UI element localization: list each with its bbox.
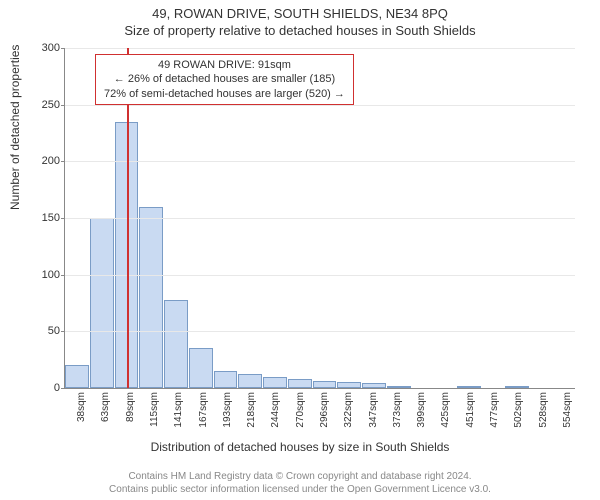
histogram-bar — [189, 348, 213, 388]
y-tick-label: 200 — [30, 155, 60, 167]
x-tick-label: 554sqm — [562, 392, 573, 432]
y-axis-label: Number of detached properties — [8, 45, 22, 210]
x-tick-label: 63sqm — [100, 392, 111, 432]
x-axis-label: Distribution of detached houses by size … — [0, 440, 600, 454]
x-tick-label: 528sqm — [538, 392, 549, 432]
x-tick-label: 89sqm — [125, 392, 136, 432]
x-tick-label: 141sqm — [173, 392, 184, 432]
histogram-bar — [362, 383, 386, 388]
x-tick-label: 399sqm — [416, 392, 427, 432]
histogram-bar — [238, 374, 262, 388]
histogram-bar — [457, 386, 481, 388]
y-tick-label: 150 — [30, 212, 60, 224]
infobox-line3: 72% of semi-detached houses are larger (… — [104, 87, 345, 101]
x-tick-label: 270sqm — [295, 392, 306, 432]
x-tick-label: 115sqm — [149, 392, 160, 432]
grid-line — [65, 218, 575, 219]
histogram-bar — [65, 365, 89, 388]
x-tick-label: 425sqm — [440, 392, 451, 432]
x-tick-label: 244sqm — [270, 392, 281, 432]
infobox-line2: ← 26% of detached houses are smaller (18… — [104, 72, 345, 86]
x-tick-label: 322sqm — [343, 392, 354, 432]
x-tick-label: 451sqm — [465, 392, 476, 432]
footnote-line1: Contains HM Land Registry data © Crown c… — [0, 470, 600, 483]
y-tick-label: 300 — [30, 42, 60, 54]
x-tick-label: 477sqm — [489, 392, 500, 432]
x-tick-label: 38sqm — [76, 392, 87, 432]
x-tick-label: 502sqm — [513, 392, 524, 432]
footnote: Contains HM Land Registry data © Crown c… — [0, 470, 600, 496]
footnote-line2: Contains public sector information licen… — [0, 483, 600, 496]
grid-line — [65, 331, 575, 332]
y-tick-label: 100 — [30, 269, 60, 281]
x-tick-label: 373sqm — [392, 392, 403, 432]
histogram-bar — [288, 379, 312, 388]
x-tick-label: 296sqm — [319, 392, 330, 432]
grid-line — [65, 48, 575, 49]
x-tick-label: 218sqm — [246, 392, 257, 432]
histogram-bar — [313, 381, 337, 388]
histogram-bar — [90, 218, 114, 388]
y-tick-label: 50 — [30, 325, 60, 337]
histogram-bar — [263, 377, 287, 388]
histogram-bar — [214, 371, 238, 388]
chart-plot-area: 49 ROWAN DRIVE: 91sqm ← 26% of detached … — [64, 48, 575, 389]
y-tick-label: 0 — [30, 382, 60, 394]
x-tick-label: 347sqm — [368, 392, 379, 432]
histogram-bar — [387, 386, 411, 388]
y-tick-label: 250 — [30, 99, 60, 111]
page-title-address: 49, ROWAN DRIVE, SOUTH SHIELDS, NE34 8PQ — [0, 0, 600, 21]
histogram-bar — [139, 207, 163, 388]
property-info-box: 49 ROWAN DRIVE: 91sqm ← 26% of detached … — [95, 54, 354, 105]
page-subtitle: Size of property relative to detached ho… — [0, 21, 600, 38]
histogram-bar — [337, 382, 361, 388]
histogram-bar — [164, 300, 188, 388]
x-tick-label: 193sqm — [222, 392, 233, 432]
infobox-line1: 49 ROWAN DRIVE: 91sqm — [104, 58, 345, 72]
x-tick-label: 167sqm — [198, 392, 209, 432]
grid-line — [65, 275, 575, 276]
histogram-bar — [505, 386, 529, 388]
grid-line — [65, 161, 575, 162]
